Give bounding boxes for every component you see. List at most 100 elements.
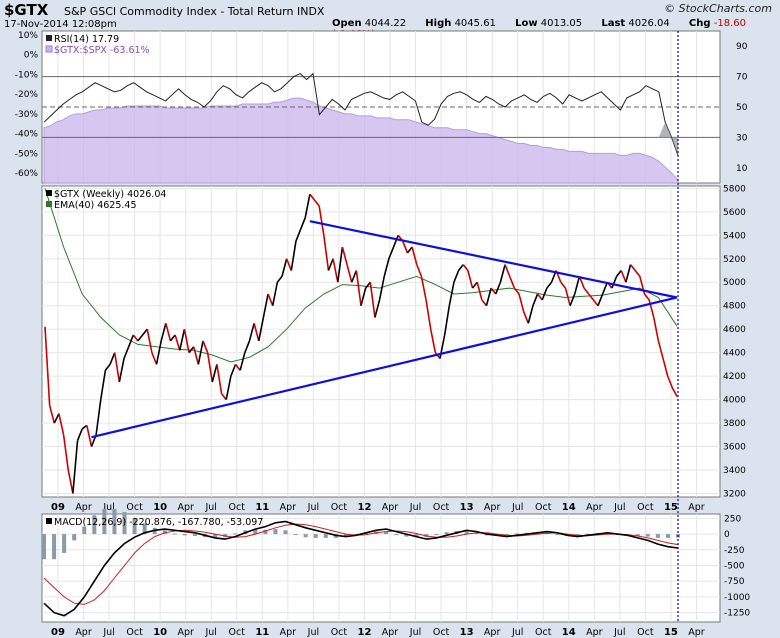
price-x-tick: Jul (102, 502, 114, 513)
price-segment (178, 329, 186, 351)
price-x-tick: Oct (535, 502, 552, 513)
ratio-legend-swatch (45, 45, 53, 53)
price-segment (490, 287, 497, 295)
price-segment (560, 281, 567, 289)
macd-histogram-bar (102, 508, 107, 535)
price-segment (146, 329, 153, 353)
price-segment (378, 276, 386, 300)
price-segment (369, 282, 376, 318)
macd-x-tick: 12 (358, 627, 372, 638)
price-segment (416, 264, 423, 277)
price-segment (583, 287, 590, 295)
price-x-tick: 09 (51, 502, 65, 513)
rsi-left-tick: -50% (15, 149, 39, 159)
ticker-symbol: $GTX (4, 1, 49, 19)
panel-price (41, 185, 721, 498)
macd-histogram-bar (514, 533, 519, 535)
macd-x-tick: Oct (433, 627, 450, 638)
price-segment (360, 287, 367, 306)
macd-x-tick: 11 (255, 627, 269, 638)
rsi-left-tick: -20% (15, 90, 39, 100)
macd-tick-label: -1000 (724, 593, 750, 603)
macd-histogram-bar (555, 534, 560, 536)
price-segment (597, 293, 604, 307)
price-segment (499, 264, 506, 283)
macd-legend-swatch (46, 518, 52, 524)
macd-x-tick: 15 (664, 627, 678, 638)
price-x-tick: 10 (153, 502, 167, 513)
price-x-tick: Oct (433, 502, 450, 513)
high-quote: High 4045.61 (425, 18, 496, 29)
macd-x-tick: Oct (535, 627, 552, 638)
price-segment (546, 281, 553, 289)
price-x-tick: Jul (613, 502, 625, 513)
macd-x-tick: Jul (204, 627, 216, 638)
price-segment (634, 270, 641, 277)
macd-histogram-bar (504, 534, 509, 536)
price-segment (309, 193, 316, 201)
last-quote: Last 4026.04 (601, 18, 670, 29)
price-segment (197, 340, 204, 365)
price-segment (109, 352, 116, 365)
macd-x-tick: Jul (613, 627, 625, 638)
price-segment (429, 329, 437, 353)
price-x-tick: Oct (126, 502, 143, 513)
ratio-legend: $GTX:$SPX -63.61% (54, 45, 150, 56)
macd-histogram-bar (283, 530, 288, 535)
price-x-tick: Apr (280, 502, 297, 513)
price-segment (504, 264, 511, 277)
price-tick-label: 3400 (723, 466, 746, 476)
price-segment (123, 346, 130, 359)
macd-x-tick: 14 (562, 627, 576, 638)
price-segment (323, 235, 330, 271)
price-x-tick: Jul (307, 502, 319, 513)
macd-histogram-bar (434, 534, 439, 536)
price-segment (485, 287, 492, 306)
macd-x-tick: Apr (586, 627, 603, 638)
macd-histogram-bar (82, 526, 87, 535)
macd-histogram-bar (444, 532, 449, 535)
rsi-left-tick: -30% (15, 110, 39, 120)
price-segment (44, 326, 51, 406)
price-segment (86, 425, 93, 447)
price-segment (527, 305, 534, 324)
price-segment (657, 340, 664, 359)
price-legend: $GTX (Weekly) 4026.04 (54, 189, 166, 200)
price-segment (132, 334, 139, 342)
price-segment (443, 305, 451, 336)
price-segment (350, 270, 358, 283)
macd-histogram-bar (585, 533, 590, 535)
price-segment (448, 282, 455, 306)
macd-histogram-bar (464, 530, 469, 535)
macd-histogram-bar (273, 529, 278, 535)
price-segment (183, 329, 190, 353)
macd-histogram-bar (575, 534, 580, 536)
macd-x-tick: Apr (75, 627, 92, 638)
price-segment (211, 364, 218, 383)
price-segment (402, 240, 409, 254)
price-segment (392, 234, 399, 248)
macd-tick-label: -500 (724, 561, 745, 571)
price-x-tick: Oct (229, 502, 246, 513)
price-segment (601, 281, 609, 295)
macd-histogram-bar (62, 534, 67, 553)
macd-histogram-bar (313, 534, 318, 538)
price-segment (564, 287, 571, 306)
macd-histogram-bar (323, 534, 328, 538)
price-segment (457, 264, 464, 271)
macd-tick-label: -250 (724, 546, 745, 556)
rsi-left-tick: -60% (15, 169, 39, 179)
macd-histogram-bar (303, 534, 308, 538)
price-x-tick: Apr (75, 502, 92, 513)
price-segment (271, 282, 279, 306)
price-x-tick: Oct (331, 502, 348, 513)
rsi-right-tick: 50 (736, 103, 748, 113)
price-segment (137, 334, 144, 342)
macd-x-tick: Apr (177, 627, 194, 638)
macd-x-tick: Jul (511, 627, 523, 638)
stockcharts-logo[interactable]: © StockCharts.com (664, 2, 772, 15)
price-segment (104, 363, 111, 371)
price-tick-label: 3600 (723, 443, 746, 453)
macd-histogram-bar (122, 512, 127, 535)
